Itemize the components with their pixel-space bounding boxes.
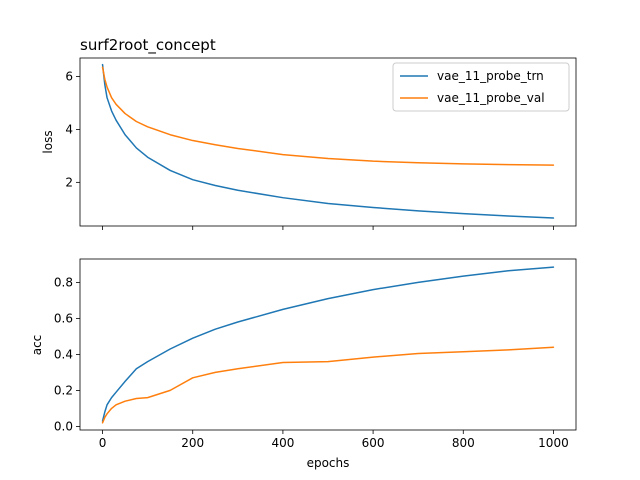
acc-ytick-label: 0.2 (54, 383, 73, 397)
acc-xtick-label: 800 (452, 436, 475, 450)
acc-ytick-label: 0.8 (54, 275, 73, 289)
acc-ytick-label: 0.4 (54, 347, 73, 361)
acc-xtick-label: 400 (271, 436, 294, 450)
loss-line-val (101, 66, 555, 166)
acc-line-val (101, 346, 555, 424)
legend-label-trn: vae_11_probe_trn (437, 69, 544, 83)
legend-box (392, 62, 570, 112)
acc-xtick-label: 1000 (538, 436, 569, 450)
loss-ytick-label: 6 (65, 70, 73, 84)
loss-ylabel: loss (41, 130, 55, 153)
loss-x-ticks (102, 226, 554, 230)
acc-axes-frame (79, 258, 577, 431)
loss-ytick-label: 2 (65, 175, 73, 189)
acc-ylabel: acc (30, 335, 44, 356)
acc-xlabel: epochs (307, 456, 350, 470)
chart-title: surf2root_concept (80, 36, 216, 55)
acc-x-ticks: 0 200 400 600 800 1000 (99, 430, 569, 450)
acc-subplot: 0 200 400 600 800 1000 0.0 0.2 0.4 0.6 0.8 acc ep… (30, 258, 577, 470)
acc-xtick-label: 0 (99, 436, 107, 450)
acc-line-trn (101, 266, 555, 422)
legend-label-val: vae_11_probe_val (437, 91, 545, 105)
legend: vae_11_probe_trn vae_11_probe_val (392, 62, 570, 112)
acc-xtick-label: 600 (362, 436, 385, 450)
acc-ytick-label: 0.0 (54, 419, 73, 433)
loss-ytick-label: 4 (65, 122, 73, 136)
loss-y-ticks: 2 4 6 (65, 70, 80, 189)
acc-ytick-label: 0.6 (54, 311, 73, 325)
loss-subplot: surf2root_concept 2 4 6 loss vae_11_probe_… (41, 36, 577, 230)
acc-series-lines (101, 266, 555, 424)
loss-line-trn (101, 63, 555, 219)
acc-xtick-label: 200 (181, 436, 204, 450)
acc-y-ticks: 0.0 0.2 0.4 0.6 0.8 (54, 275, 80, 433)
loss-series-lines (101, 63, 555, 219)
